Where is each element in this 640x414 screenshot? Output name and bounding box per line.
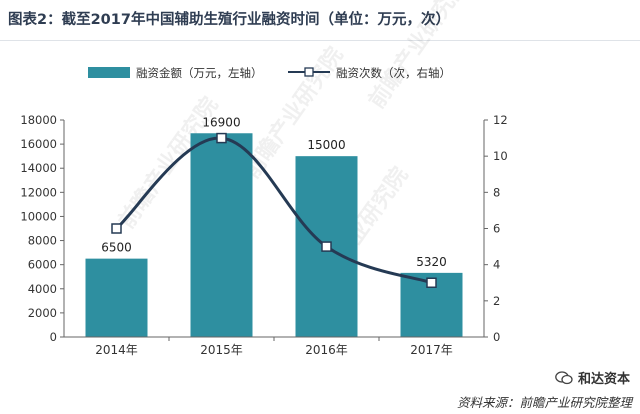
y-left-tick-label-3: 6000 (28, 258, 57, 272)
count-marker-3 (426, 277, 437, 288)
y-right-tick-label-2: 4 (493, 258, 500, 272)
bar-value-label-0: 6500 (101, 241, 132, 255)
count-marker-1 (216, 132, 227, 144)
bar-1 (190, 133, 253, 337)
watermark-text-3: 前瞻产业研究院 (364, 0, 474, 113)
legend: 融资金额（万元，左轴） 融资次数（次，右轴） (88, 66, 451, 80)
y-left-tick-label-4: 8000 (28, 234, 57, 248)
y-right-tick-label-5: 10 (493, 149, 508, 163)
y-left-tick-label-9: 18000 (20, 113, 57, 127)
y-right-tick-label-1: 2 (493, 294, 500, 308)
y-left-tick-label-6: 12000 (20, 185, 57, 199)
bar-value-label-2: 15000 (307, 138, 345, 152)
y-left-tick-label-0: 0 (50, 330, 57, 344)
x-tick-label-3: 2017年 (410, 343, 453, 357)
y-left-tick-label-7: 14000 (20, 161, 57, 175)
y-right-tick-label-0: 0 (493, 330, 500, 344)
bar-0 (85, 258, 148, 337)
brand-badge: 和达资本 (555, 368, 630, 387)
y-left-tick-label-8: 16000 (20, 137, 57, 151)
y-right-tick-label-3: 6 (493, 222, 500, 236)
legend-bar-swatch (88, 67, 130, 78)
y-left-tick-label-1: 2000 (28, 306, 57, 320)
x-tick-label-0: 2014年 (95, 343, 138, 357)
y-right-tick-label-4: 8 (493, 185, 500, 199)
chart-title: 图表2：截至2017年中国辅助生殖行业融资时间（单位：万元，次） (8, 12, 450, 28)
x-tick-label-2: 2016年 (305, 343, 348, 357)
legend-line-marker (304, 67, 314, 77)
count-marker-2 (321, 241, 332, 252)
legend-line-label: 融资次数（次，右轴） (336, 66, 451, 80)
y-right-tick-label-6: 12 (493, 113, 508, 127)
source-note: 资料来源：前瞻产业研究院整理 (456, 395, 632, 410)
brand-name: 和达资本 (577, 372, 630, 387)
legend-bar-label: 融资金额（万元，左轴） (136, 66, 263, 80)
y-left-tick-label-5: 10000 (20, 209, 57, 223)
title-divider (0, 40, 640, 41)
wechat-icon (555, 370, 573, 384)
y-left-tick-label-2: 4000 (28, 282, 57, 296)
count-line (115, 136, 432, 285)
count-marker-0 (111, 223, 122, 234)
bar-value-label-3: 5320 (416, 255, 447, 269)
plot-area: 6500 16900 15000 5320 0 2000 4000 6000 8000 10000… (20, 113, 507, 357)
x-tick-label-1: 2015年 (200, 343, 243, 357)
bar-value-label-1: 16900 (202, 115, 240, 129)
